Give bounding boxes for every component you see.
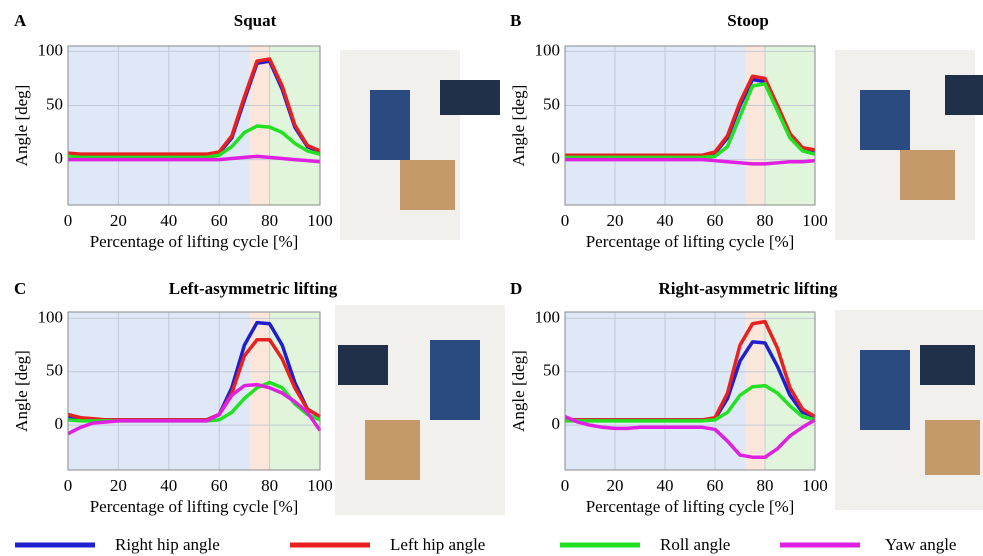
- x-tick-label: 60: [211, 211, 228, 230]
- x-tick-label: 80: [261, 211, 278, 230]
- x-tick-label: 40: [160, 476, 177, 495]
- monitor: [920, 345, 975, 385]
- x-tick-label: 20: [607, 211, 624, 230]
- y-tick-label: 100: [38, 40, 64, 59]
- x-tick-label: 100: [307, 476, 333, 495]
- y-tick-label: 100: [535, 307, 561, 326]
- phase-region: [68, 312, 249, 470]
- x-tick-label: 100: [802, 476, 828, 495]
- legend-label: Yaw angle: [885, 535, 956, 554]
- x-tick-label: 80: [757, 476, 774, 495]
- phase-region: [765, 46, 815, 205]
- x-tick-label: 0: [561, 476, 570, 495]
- x-tick-label: 40: [657, 476, 674, 495]
- x-tick-label: 40: [160, 211, 177, 230]
- phase-region: [565, 312, 745, 470]
- x-axis-label: Percentage of lifting cycle [%]: [90, 497, 299, 516]
- x-tick-label: 0: [64, 211, 73, 230]
- x-axis-label: Percentage of lifting cycle [%]: [586, 497, 795, 516]
- x-tick-label: 0: [64, 476, 73, 495]
- y-tick-label: 100: [38, 307, 64, 326]
- monitor: [945, 75, 983, 115]
- x-tick-label: 40: [657, 211, 674, 230]
- person: [860, 90, 910, 150]
- chart-title: Squat: [234, 11, 277, 30]
- y-axis-label: Angle [deg]: [509, 350, 528, 432]
- x-tick-label: 80: [261, 476, 278, 495]
- figure: 0 20 40 60 80 100 0 50 100 Percentage of lifting …: [0, 0, 983, 556]
- chart-title: Stoop: [727, 11, 769, 30]
- x-tick-label: 80: [757, 211, 774, 230]
- x-tick-label: 60: [707, 211, 724, 230]
- x-axis-label: Percentage of lifting cycle [%]: [90, 232, 299, 251]
- legend-label: Left hip angle: [390, 535, 485, 554]
- y-tick-label: 50: [46, 94, 63, 113]
- box: [365, 420, 420, 480]
- y-tick-label: 0: [552, 148, 561, 167]
- x-axis-label: Percentage of lifting cycle [%]: [586, 232, 795, 251]
- x-tick-label: 100: [307, 211, 333, 230]
- y-tick-label: 0: [55, 148, 64, 167]
- x-tick-label: 60: [707, 476, 724, 495]
- x-tick-label: 20: [607, 476, 624, 495]
- box: [925, 420, 980, 475]
- x-tick-label: 0: [561, 211, 570, 230]
- chart-title: Left-asymmetric lifting: [169, 279, 338, 298]
- monitor: [440, 80, 500, 115]
- monitor: [338, 345, 388, 385]
- person: [860, 350, 910, 430]
- phase-region: [565, 46, 745, 205]
- legend-label: Roll angle: [660, 535, 730, 554]
- y-tick-label: 0: [55, 414, 64, 433]
- y-tick-label: 50: [46, 361, 63, 380]
- y-tick-label: 50: [543, 94, 560, 113]
- y-tick-label: 50: [543, 361, 560, 380]
- chart-title: Right-asymmetric lifting: [659, 279, 838, 298]
- y-tick-label: 100: [535, 40, 561, 59]
- x-tick-label: 20: [110, 476, 127, 495]
- panel-letter: C: [14, 279, 26, 298]
- page: 0 20 40 60 80 100 0 50 100 Percentage of lifting …: [0, 0, 983, 556]
- panel-letter: D: [510, 279, 522, 298]
- x-tick-label: 60: [211, 476, 228, 495]
- y-axis-label: Angle [deg]: [12, 350, 31, 432]
- y-axis-label: Angle [deg]: [12, 85, 31, 167]
- box: [900, 150, 955, 200]
- phase-region: [68, 46, 249, 205]
- panel-letter: B: [510, 11, 521, 30]
- legend-label: Right hip angle: [115, 535, 220, 554]
- x-tick-label: 100: [802, 211, 828, 230]
- person: [430, 340, 480, 420]
- phase-region: [745, 46, 765, 205]
- x-tick-label: 20: [110, 211, 127, 230]
- panel-letter: A: [14, 11, 27, 30]
- y-tick-label: 0: [552, 414, 561, 433]
- box: [400, 160, 455, 210]
- y-axis-label: Angle [deg]: [509, 85, 528, 167]
- person: [370, 90, 410, 160]
